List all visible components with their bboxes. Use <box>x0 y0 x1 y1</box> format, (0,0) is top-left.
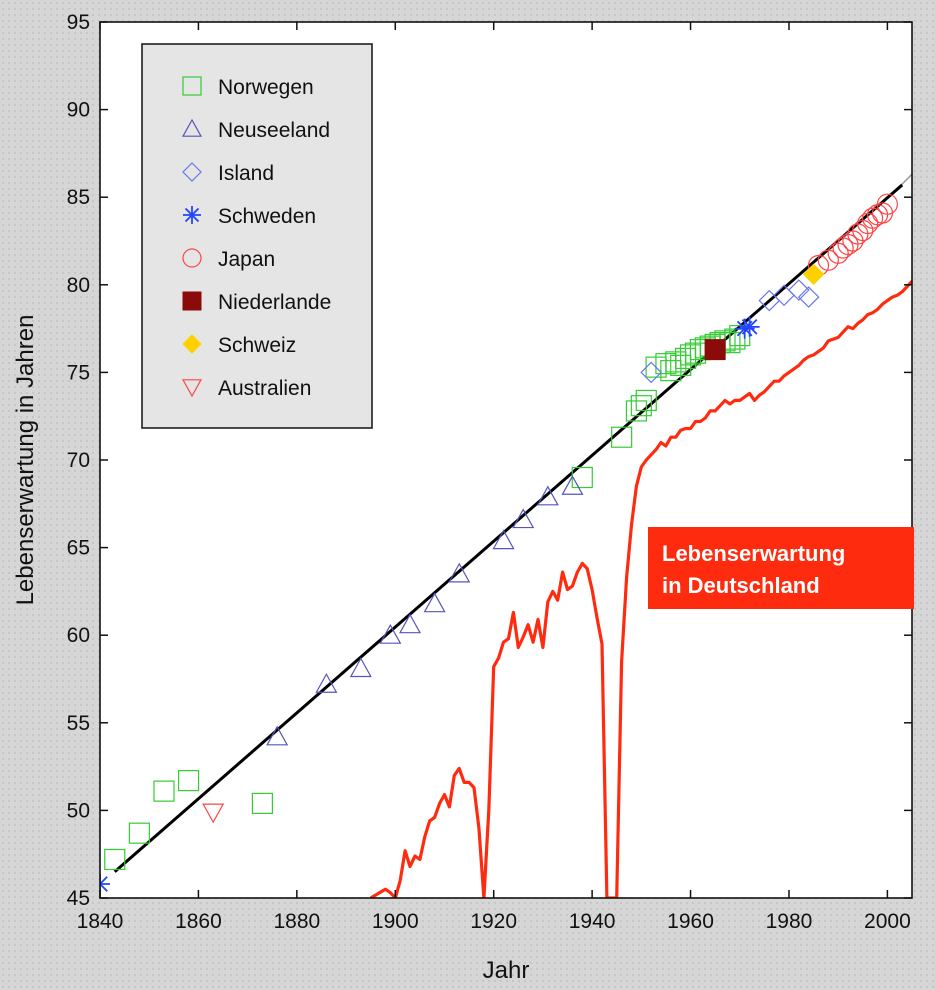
point-neuseeland <box>561 475 584 495</box>
point-neuseeland <box>349 657 372 678</box>
y-tick-label: 60 <box>67 624 90 647</box>
y-axis-title: Lebenserwartung in Jahren <box>12 315 39 606</box>
point-norwegen <box>128 822 150 844</box>
y-tick-label: 80 <box>67 274 90 297</box>
x-tick-label: 2000 <box>864 910 911 933</box>
legend-label-australien: Australien <box>218 377 311 400</box>
y-tick-label: 45 <box>67 887 90 910</box>
annotation-line: in Deutschland <box>662 573 820 598</box>
trend-line <box>113 183 904 873</box>
legend-marker-niederlande <box>182 291 202 311</box>
x-tick-label: 1840 <box>77 910 124 933</box>
point-japan <box>876 193 898 215</box>
point-neuseeland <box>448 562 471 583</box>
legend-label-norwegen: Norwegen <box>218 76 314 99</box>
legend-label-niederlande: Niederlande <box>218 291 331 314</box>
point-island <box>640 361 663 384</box>
legend-marker-japan <box>182 248 202 268</box>
x-tick-label: 1940 <box>569 910 616 933</box>
y-tick-label: 55 <box>67 712 90 735</box>
point-norwegen <box>635 389 657 412</box>
x-tick-label: 1900 <box>372 910 419 933</box>
point-norwegen <box>104 848 126 871</box>
chart-axes: 1840 1860 1880 1900 1920 1940 1960 1980 2000 45 50… <box>12 11 912 984</box>
legend-marker-schweden <box>183 206 201 224</box>
point-neuseeland <box>492 529 515 550</box>
legend-marker-australien <box>181 379 203 398</box>
y-tick-label: 85 <box>67 186 90 209</box>
legend-marker-norwegen <box>182 76 202 96</box>
point-neuseeland <box>266 725 289 746</box>
legend-box <box>141 43 373 429</box>
x-tick-label: 1980 <box>766 910 813 933</box>
point-neuseeland <box>536 485 559 506</box>
legend-label-neuseeland: Neuseeland <box>218 119 330 142</box>
point-neuseeland <box>512 508 535 529</box>
x-tick-label: 1960 <box>667 910 714 933</box>
point-neuseeland <box>399 613 422 634</box>
point-island <box>787 279 810 301</box>
point-neuseeland <box>315 673 338 693</box>
point-neuseeland <box>423 592 446 613</box>
y-tick-label: 70 <box>67 449 90 472</box>
x-axis-title: Jahr <box>483 957 530 984</box>
legend-label-japan: Japan <box>218 248 275 271</box>
legend-label-schweiz: Schweiz <box>218 334 296 357</box>
legend-label-schweden: Schweden <box>218 205 316 228</box>
y-tick-label: 75 <box>67 361 90 384</box>
point-norwegen <box>153 780 175 802</box>
germany-annotation: Lebenserwartung in Deutschland <box>648 527 914 609</box>
point-neuseeland <box>379 623 402 644</box>
point-schweden <box>739 316 760 337</box>
point-island <box>797 286 820 308</box>
chart-marks <box>100 173 912 898</box>
point-schweden <box>100 873 110 894</box>
y-tick-label: 65 <box>67 537 90 560</box>
x-tick-label: 1920 <box>470 910 517 933</box>
point-niederlande <box>704 339 726 361</box>
legend-marker-neuseeland <box>181 118 203 137</box>
point-schweiz <box>802 263 825 285</box>
point-australien <box>202 803 225 824</box>
legend: Norwegen Neuseeland Island Schweden Japan Nie… <box>141 43 373 429</box>
annotation-box <box>648 527 914 609</box>
germany-line <box>369 279 912 898</box>
annotation-line: Lebenserwartung <box>662 541 845 566</box>
point-japan <box>862 207 884 229</box>
y-tick-label: 95 <box>67 11 90 34</box>
y-tick-label: 50 <box>67 799 90 822</box>
y-tick-label: 90 <box>67 99 90 122</box>
legend-marker-schweiz <box>182 334 202 354</box>
point-norwegen <box>611 426 633 448</box>
legend-label-island: Island <box>218 162 274 185</box>
point-norwegen <box>251 792 273 814</box>
point-norwegen <box>630 395 652 417</box>
x-tick-label: 1860 <box>175 910 222 933</box>
legend-marker-island <box>182 162 202 182</box>
x-tick-label: 1880 <box>273 910 320 933</box>
point-norwegen <box>177 770 200 792</box>
